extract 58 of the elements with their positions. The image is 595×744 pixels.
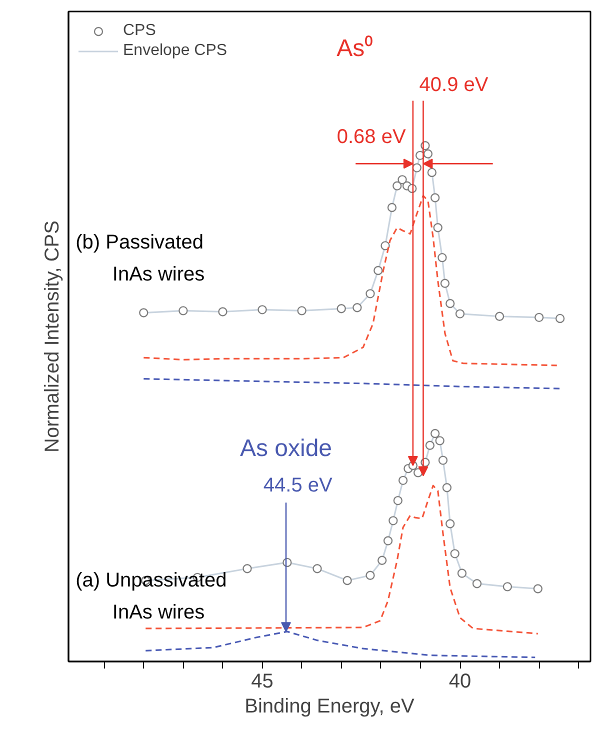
point (494, 312, 504, 321)
point (430, 428, 440, 438)
point (218, 307, 228, 316)
point (380, 241, 390, 250)
point (450, 549, 460, 558)
x-tick-label: 45 (251, 670, 274, 692)
point (455, 309, 465, 318)
x-tick-label: 40 (448, 670, 472, 692)
point (398, 476, 408, 486)
point (425, 440, 435, 450)
annotation: 40.9 eV (419, 74, 489, 96)
legend-label: CPS (123, 22, 156, 40)
point (387, 202, 397, 212)
point (438, 456, 448, 465)
point (412, 163, 422, 172)
point (398, 175, 407, 184)
point (383, 536, 393, 546)
point (446, 519, 455, 528)
annotation: (b) Passivated InAs wires (76, 232, 205, 286)
point (472, 579, 482, 588)
point (392, 181, 402, 190)
point (258, 305, 267, 314)
point (433, 223, 442, 232)
point (442, 483, 452, 492)
annotation: 44.5 eV (263, 474, 333, 497)
point (423, 149, 433, 158)
point (393, 496, 403, 506)
point (534, 312, 544, 322)
point (446, 298, 455, 308)
point (555, 314, 565, 324)
point (457, 568, 467, 578)
point (312, 564, 322, 574)
point (502, 582, 512, 592)
annotation: (a) Unpassivated InAs wires (76, 570, 227, 624)
annotation: As oxide (240, 434, 332, 462)
point (342, 576, 352, 586)
point (366, 289, 375, 298)
point (352, 303, 362, 312)
point (178, 306, 188, 316)
point (435, 436, 444, 446)
point (297, 306, 306, 316)
x-axis-title: Binding Energy, eV (244, 696, 416, 718)
text: As⁰ (336, 35, 373, 62)
legend-label: Envelope CPS (123, 42, 228, 60)
point (374, 266, 383, 276)
annotation: 0.68 eV (336, 126, 406, 148)
point (139, 308, 148, 318)
point (377, 556, 387, 565)
point (242, 564, 252, 574)
point (336, 304, 346, 314)
point (440, 278, 450, 288)
point (533, 584, 543, 594)
point (427, 168, 437, 178)
point (438, 252, 447, 262)
point (366, 570, 375, 580)
point (430, 193, 440, 202)
point (388, 516, 398, 526)
y-axis-title: Normalized Intensity, CPS (42, 220, 64, 452)
